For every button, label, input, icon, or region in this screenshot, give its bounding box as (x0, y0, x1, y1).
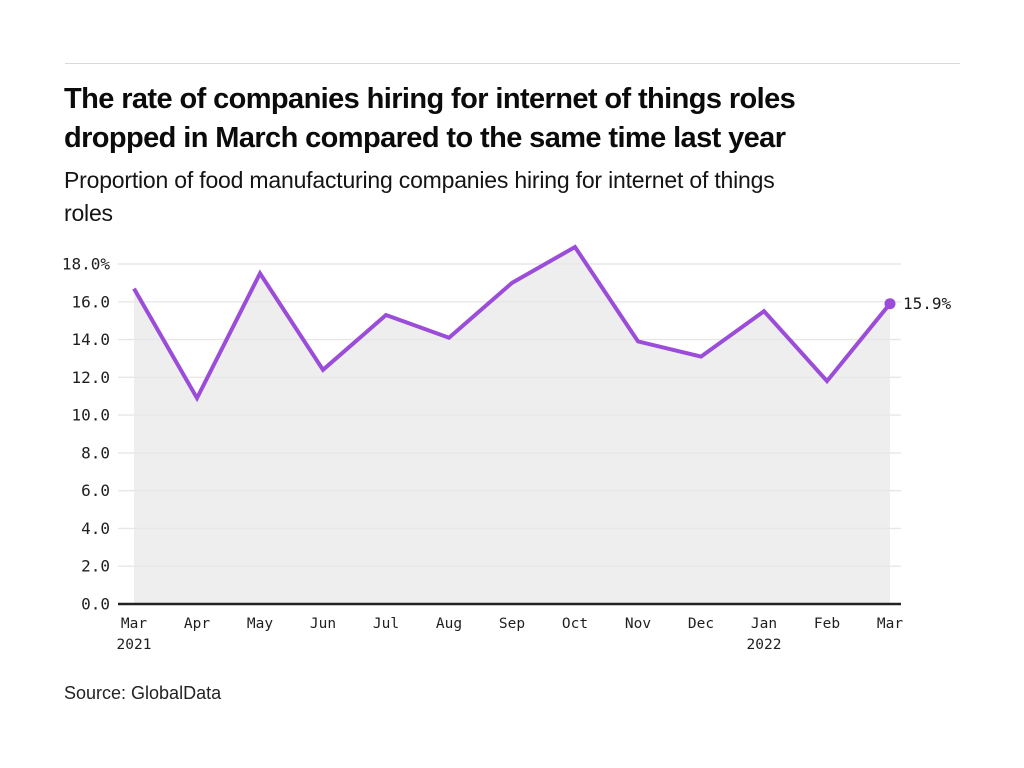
chart-title: The rate of companies hiring for interne… (64, 83, 796, 154)
x-year-label: 2021 (117, 637, 152, 653)
area-fill (134, 247, 890, 604)
y-tick-label: 6.0 (81, 481, 110, 500)
x-tick-label: Mar (877, 616, 903, 632)
top-divider (65, 63, 960, 64)
y-tick-label: 12.0 (71, 368, 110, 387)
x-tick-label: Mar (121, 616, 147, 632)
y-tick-label: 10.0 (71, 406, 110, 425)
x-tick-label: Dec (688, 616, 714, 632)
end-point-marker (884, 298, 896, 310)
y-tick-label: 16.0 (71, 292, 110, 311)
x-tick-label: Jan (751, 616, 777, 632)
y-tick-label: 18.0% (62, 255, 111, 274)
x-tick-label: Oct (562, 616, 588, 632)
x-tick-label: Nov (625, 616, 651, 632)
x-tick-label: Jul (373, 616, 399, 632)
y-tick-label: 8.0 (81, 443, 110, 462)
x-tick-label: Apr (184, 616, 210, 632)
y-tick-label: 4.0 (81, 519, 110, 538)
end-value-label: 15.9% (903, 294, 952, 313)
x-tick-label: Aug (436, 616, 462, 632)
line-chart: 0.0 2.0 4.0 6.0 8.0 10.0 12.0 14.0 16.0 18.0% Mar A… (62, 244, 952, 653)
data-line (132, 244, 892, 403)
x-tick-label: May (247, 616, 273, 632)
x-year-label: 2022 (747, 637, 782, 653)
y-tick-label: 2.0 (81, 557, 110, 576)
chart-subtitle: Proportion of food manufacturing compani… (64, 167, 775, 226)
x-tick-label: Feb (814, 616, 840, 632)
y-tick-label: 14.0 (71, 330, 110, 349)
chart-area: 0.0 2.0 4.0 6.0 8.0 10.0 12.0 14.0 16.0 18.0% Mar A… (0, 230, 1024, 670)
source-attribution: Source: GlobalData (64, 683, 222, 703)
x-tick-label: Sep (499, 616, 525, 632)
y-tick-label: 0.0 (81, 595, 110, 614)
x-tick-label: Jun (310, 616, 336, 632)
